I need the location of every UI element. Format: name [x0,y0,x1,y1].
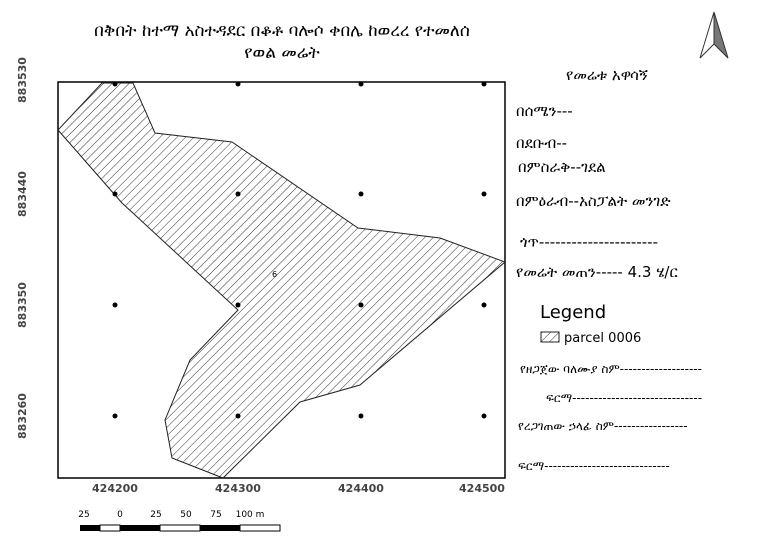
grid-dot [358,191,364,197]
legend-swatch [540,331,560,343]
x-tick-label: 424400 [338,482,384,495]
scale-label: 100 m [236,510,265,520]
title: የወል መሬት [244,43,320,63]
signature-line: ፍርማ----------------------------- [518,459,670,473]
x-tick-label: 424300 [215,482,261,495]
grid-dot [481,81,487,87]
signature-line: የረጋገጠው ኃላፊ ስም----------------- [518,419,688,433]
grid-dot [358,302,364,308]
x-tick-label: 424200 [92,482,138,495]
grid-dot [358,413,364,419]
info-heading: የመሬቱ አዋሳኝ [566,66,648,84]
signature-line: የዘጋጀው ባለሙያ ስም------------------- [520,362,702,376]
info-line: ጎጥ---------------------- [520,233,658,251]
grid-dot [112,81,118,87]
grid-dot [112,413,118,419]
grid-dot [112,191,118,197]
grid-dot [358,81,364,87]
grid-dot [235,302,241,308]
scale-label: 0 [117,510,123,520]
scale-bar [80,524,281,532]
y-tick-label: 883440 [16,171,29,217]
signature-line: ፍርማ------------------------------ [546,391,702,405]
y-tick-label: 883350 [16,282,29,328]
y-tick-label: 883260 [16,393,29,439]
grid-dots [112,81,487,419]
title: በቅበት ከተማ አስተዳደር በቆቶ ባሎሶ ቀበሌ ከወረረ የተመለሰ [94,21,470,41]
grid-dot [112,302,118,308]
info-line: በሰሜን--- [516,102,573,120]
y-tick-label: 883530 [16,57,29,103]
scale-label: 75 [210,510,221,520]
parcel [57,82,506,479]
north-arrow [699,11,729,59]
info-line: በምስራቅ--ገደል [518,158,606,176]
legend-item: parcel 0006 [564,331,641,346]
grid-dot [235,413,241,419]
grid-dot [235,81,241,87]
x-tick-label: 424500 [459,482,505,495]
grid-dot [481,191,487,197]
scale-label: 50 [180,510,192,520]
info-line: የመሬት መጠን----- 4.3 ሄ/ር [516,263,678,281]
parcel-label: 6 [272,270,277,279]
grid-dot [235,191,241,197]
scale-label: 25 [78,510,89,520]
info-line: በደቡብ-- [516,134,567,152]
grid-dot [481,413,487,419]
legend-title: Legend [540,302,606,323]
scale-label: 25 [150,510,161,520]
info-line: በምዕራብ--አስፓልት መንገድ [516,192,671,210]
grid-dot [481,302,487,308]
